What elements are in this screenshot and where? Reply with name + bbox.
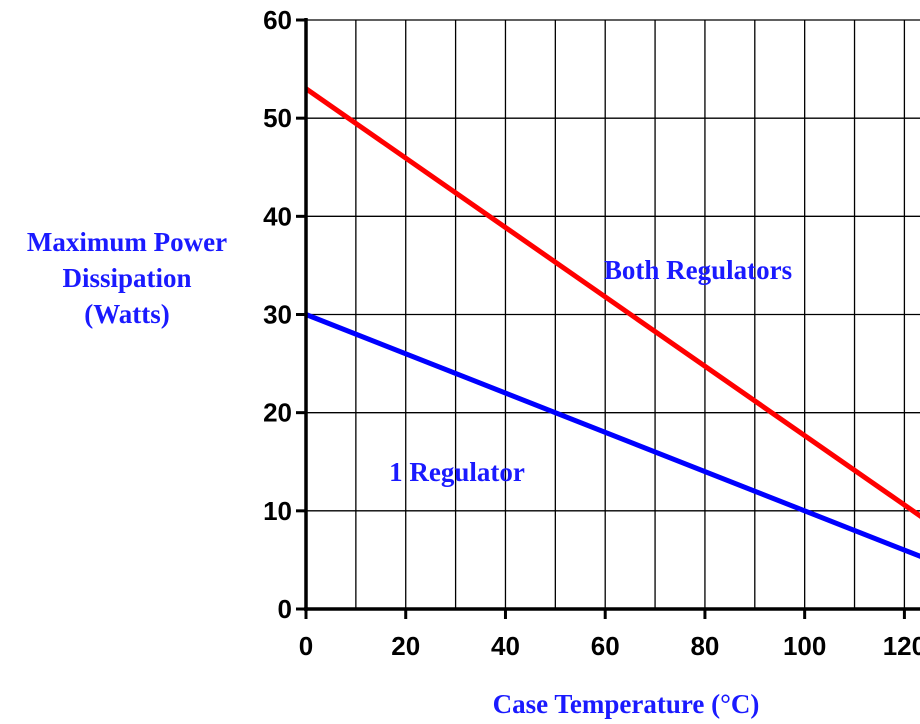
series-label-both-regulators: Both Regulators (604, 255, 792, 285)
series-label-1-regulator: 1 Regulator (389, 457, 525, 487)
y-tick-label-20: 20 (263, 398, 292, 428)
tick-labels: 0102030405060020406080100120140 (263, 5, 920, 661)
grid (306, 19, 920, 609)
series-line-1-regulator (305, 312, 920, 559)
x-tick-label-20: 20 (391, 631, 420, 661)
y-tick-label-30: 30 (263, 300, 292, 330)
x-tick-label-40: 40 (491, 631, 520, 661)
y-tick-label-60: 60 (263, 5, 292, 35)
y-tick-label-40: 40 (263, 201, 292, 231)
axes (296, 18, 920, 619)
x-axis-title: Case Temperature (°C) (493, 689, 760, 719)
x-tick-label-100: 100 (783, 631, 826, 661)
x-tick-label-120: 120 (883, 631, 920, 661)
y-axis-title: Maximum Power Dissipation (Watts) (27, 227, 227, 329)
y-axis-title-line-1: Maximum Power (27, 227, 227, 257)
y-axis-title-line-2: Dissipation (62, 263, 191, 293)
y-tick-label-50: 50 (263, 103, 292, 133)
x-tick-label-0: 0 (299, 631, 313, 661)
y-tick-label-10: 10 (263, 496, 292, 526)
x-tick-label-80: 80 (690, 631, 719, 661)
y-tick-label-0: 0 (278, 594, 292, 624)
y-axis-title-line-3: (Watts) (84, 299, 169, 329)
x-tick-label-60: 60 (591, 631, 620, 661)
series-lines (304, 86, 920, 559)
series-line-both-regulators (304, 86, 920, 519)
